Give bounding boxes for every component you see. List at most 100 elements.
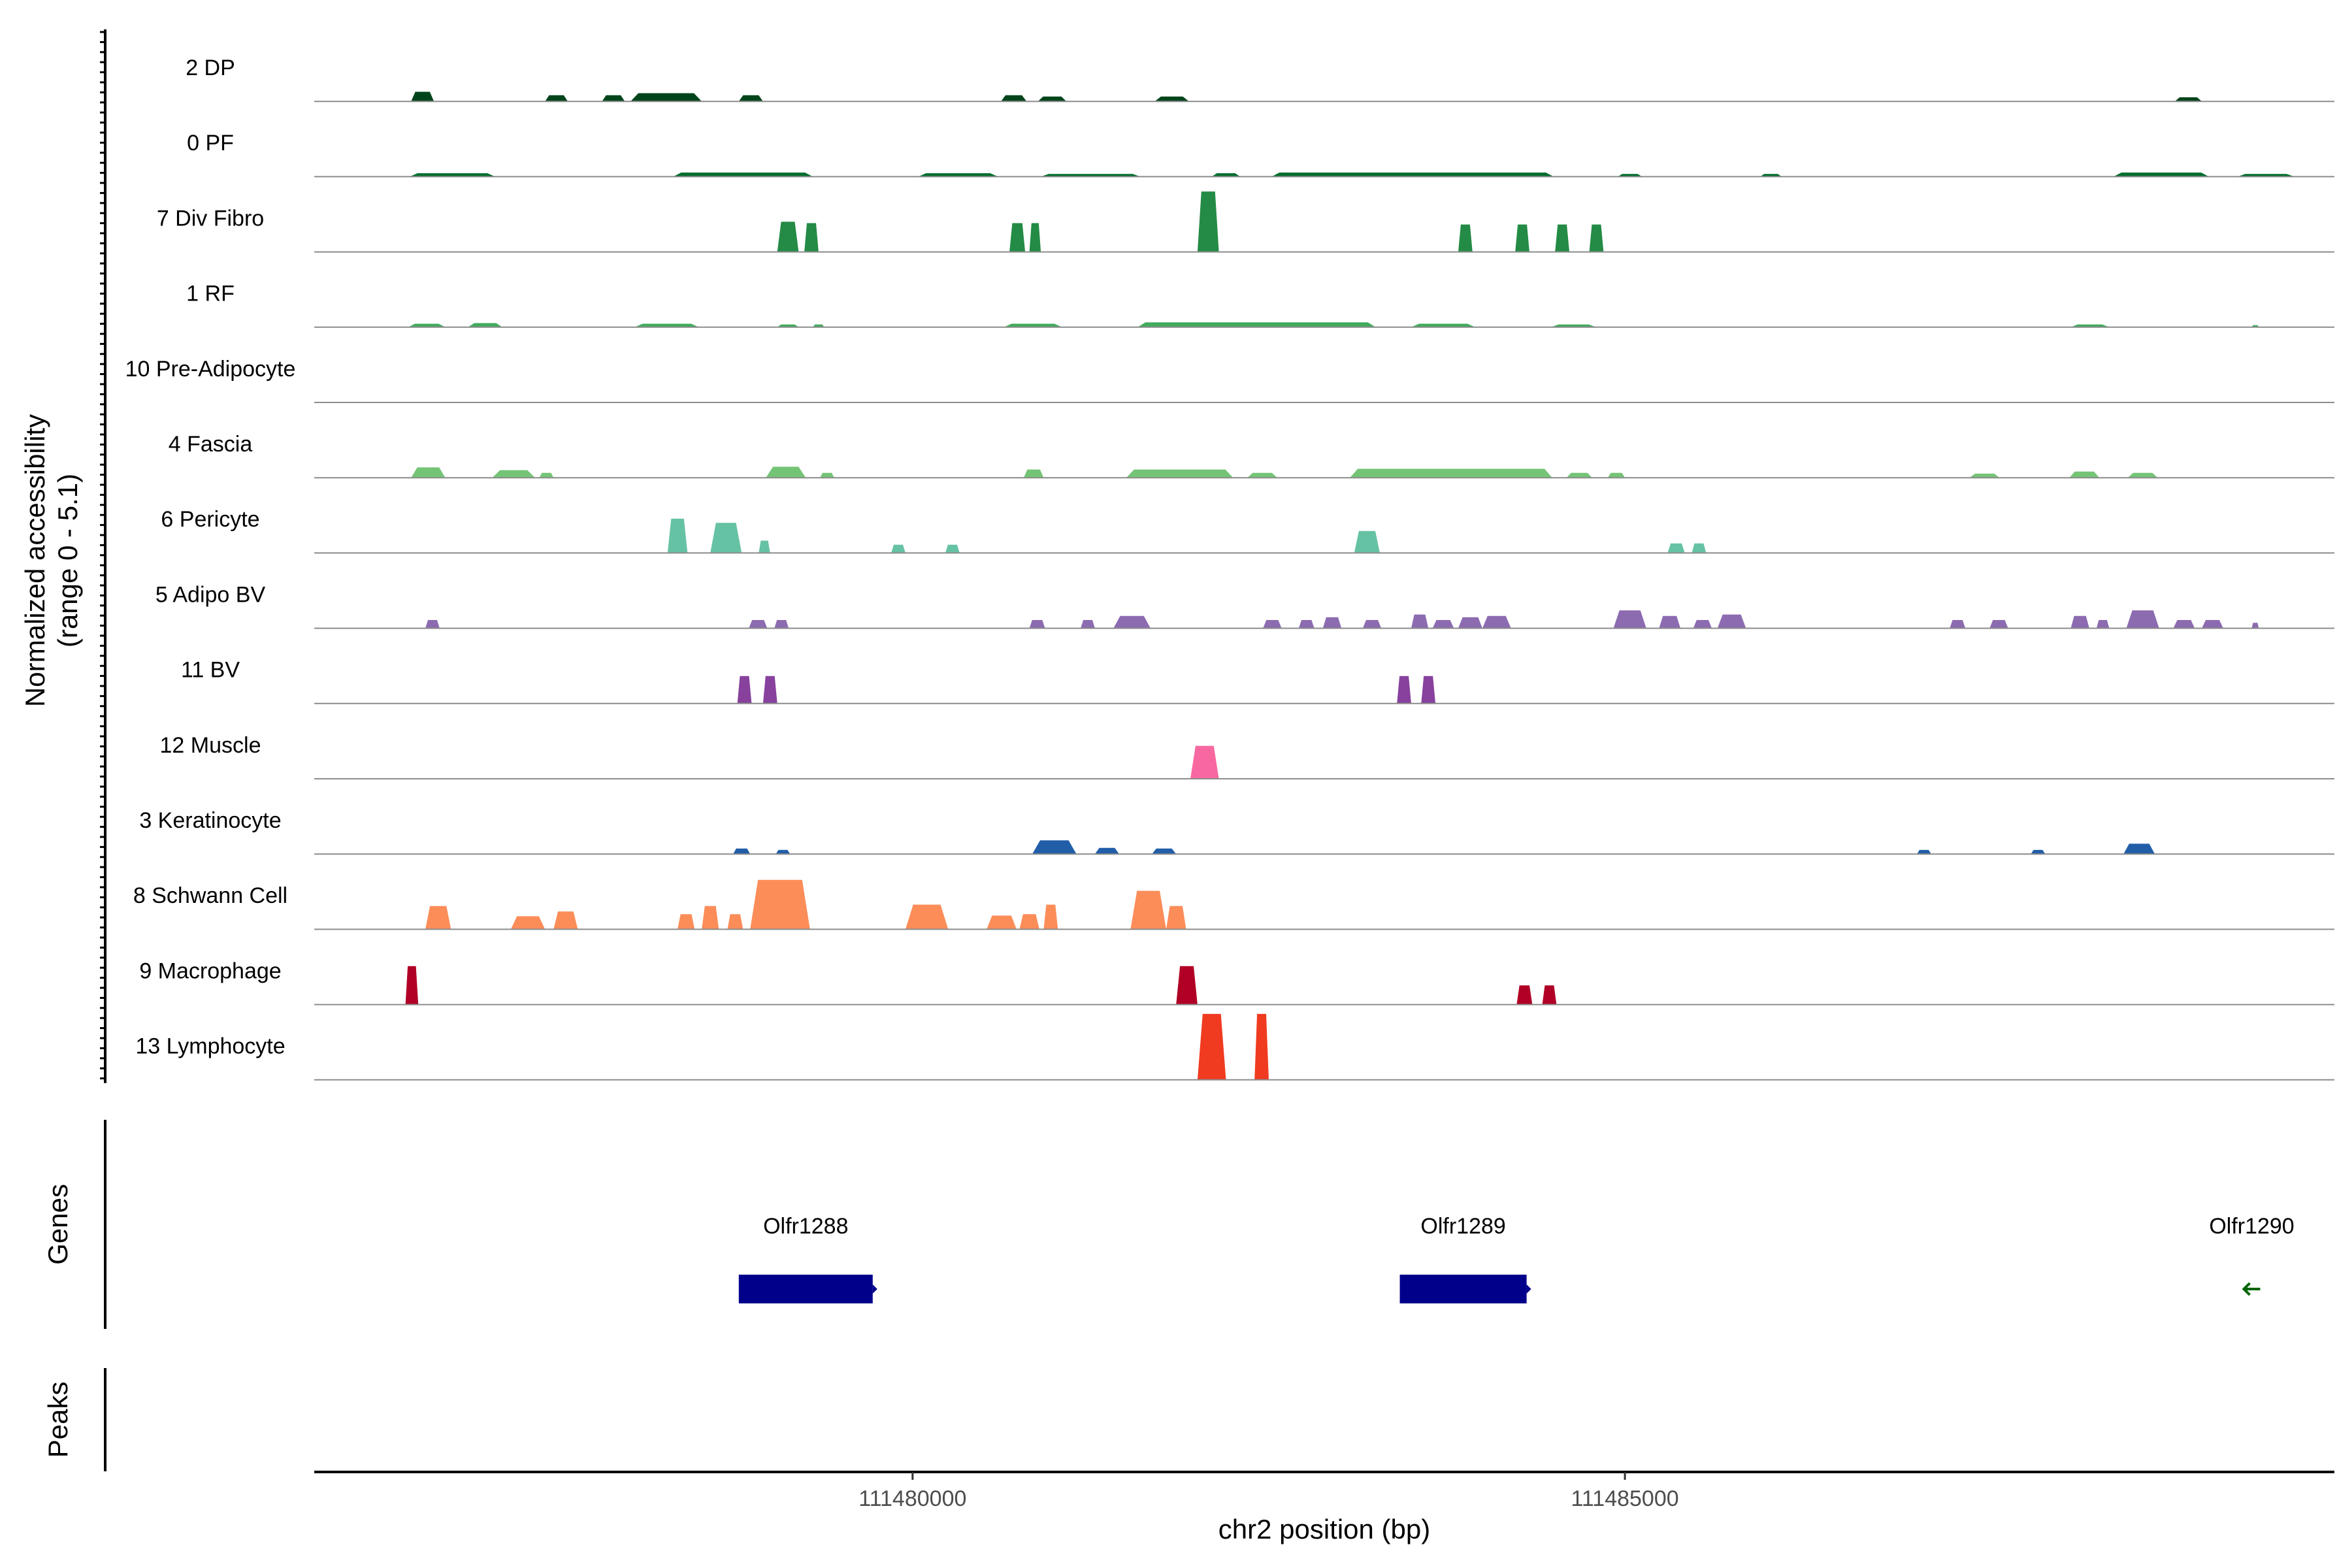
coverage-peak (820, 472, 834, 478)
coverage-peak (804, 223, 819, 252)
coverage-peak (738, 95, 763, 102)
coverage-peak (492, 470, 535, 478)
track-4-fascia: 4 Fascia (169, 432, 2334, 479)
track-9-macrophage: 9 Macrophage (139, 958, 2334, 1005)
coverage-peak (2174, 97, 2202, 102)
coverage-peak (777, 324, 799, 327)
coverage-peak (2069, 471, 2100, 478)
track-2-dp: 2 DP (186, 56, 2334, 103)
track-13-lymphocyte: 13 Lymphocyte (135, 1013, 2334, 1081)
coverage-peak (1137, 322, 1376, 327)
coverage-peak (673, 172, 813, 177)
coverage-peak (1197, 1013, 1226, 1080)
coverage-peak (1032, 840, 1077, 855)
coverage-peak (1693, 620, 1712, 629)
coverage-peak (1421, 676, 1436, 704)
coverage-peak (2031, 849, 2046, 855)
coverage-peak (1458, 617, 1482, 629)
genes-panel-title: Genes (42, 1184, 73, 1265)
track-label: 8 Schwann Cell (133, 883, 287, 908)
coverage-peak (2251, 623, 2259, 629)
gene-label: Olfr1290 (2209, 1214, 2294, 1239)
coverage-peak (539, 472, 554, 478)
coverage-peak (2173, 620, 2195, 629)
track-label: 0 PF (187, 131, 234, 155)
coverage-peak (1969, 473, 2000, 478)
coverage-peak (411, 467, 446, 478)
coverage-peak (1354, 531, 1380, 553)
coverage-peak (1566, 472, 1592, 478)
gene-body (1399, 1275, 1527, 1303)
track-label: 7 Div Fibro (157, 206, 264, 231)
coverage-peak (987, 915, 1017, 930)
coverage-peak (410, 173, 495, 177)
coverage-peak (2123, 843, 2155, 855)
coverage-peak (1298, 620, 1315, 629)
coverage-peak (1130, 890, 1166, 930)
coverage-peak (710, 523, 742, 553)
coverage-peak (1659, 615, 1681, 629)
x-axis-tick-label: 111480000 (858, 1486, 966, 1511)
x-axis-title: chr2 position (bp) (1218, 1514, 1431, 1544)
coverage-peak (1037, 96, 1067, 102)
coverage-peak (1362, 620, 1382, 629)
track-label: 4 Fascia (169, 432, 253, 457)
track-label: 1 RF (186, 282, 235, 306)
coverage-peak (1717, 614, 1746, 629)
coverage-peak (1516, 985, 1533, 1005)
coverage-peak (905, 904, 949, 930)
coverage-peak (1211, 173, 1241, 177)
peaks-panel-title: Peaks (42, 1382, 73, 1458)
coverage-peak (553, 911, 578, 930)
coverage-peak (1166, 906, 1186, 930)
x-axis-ticks: 111480000 111485000 (858, 1472, 1679, 1511)
track-5-adipo-bv: 5 Adipo BV (155, 582, 2334, 629)
track-6-pericyte: 6 Pericyte (161, 507, 2334, 554)
track-label: 10 Pre-Adipocyte (125, 357, 296, 382)
track-3-keratinocyte: 3 Keratinocyte (139, 808, 2334, 855)
coverage-peak (1029, 620, 1045, 629)
coverage-peak (749, 620, 768, 629)
coverage-peak (468, 323, 502, 327)
coverage-peak (733, 848, 751, 855)
coverage-peak (945, 544, 960, 553)
y-axis-title-line1: Normalized accessibility (20, 414, 50, 707)
coverage-peak (1411, 614, 1429, 629)
coverage-peak (545, 95, 568, 102)
coverage-peak (1613, 610, 1646, 629)
coverage-peak (510, 916, 546, 930)
coverage-peak (1029, 223, 1041, 252)
coverage-peak (1271, 172, 1554, 177)
coverage-peak (1263, 620, 1282, 629)
coverage-peak (1760, 174, 1782, 177)
track-7-div-fibro: 7 Div Fibro (157, 191, 2334, 253)
coverage-peak (1176, 966, 1198, 1005)
coverage-peak (737, 676, 752, 704)
coverage-peak (1482, 615, 1511, 629)
coverage-peak (630, 93, 702, 102)
coverage-peak (2114, 172, 2210, 177)
track-8-schwann-cell: 8 Schwann Cell (133, 879, 2334, 930)
coverage-peak (1589, 224, 1604, 252)
track-label: 3 Keratinocyte (139, 808, 281, 833)
coverage-peak (425, 906, 451, 930)
coverage-peak (1041, 174, 1141, 177)
coverage-peak (1152, 848, 1177, 855)
coverage-peak (2127, 472, 2158, 478)
track-label: 6 Pericyte (161, 507, 259, 532)
coverage-y-axis (100, 29, 106, 1083)
coverage-peak (1691, 543, 1707, 553)
coverage-peak (1023, 469, 1044, 478)
coverage-peak (2070, 615, 2089, 629)
coverage-peak (1667, 543, 1685, 553)
track-1-rf: 1 RF (186, 282, 2334, 328)
coverage-peak (667, 518, 688, 553)
coverage-peak (1081, 620, 1095, 629)
y-axis-title-line2: (range 0 - 5.1) (52, 474, 83, 647)
coverage-peak (2202, 620, 2223, 629)
coverage-peak (702, 906, 719, 930)
coverage-peak (727, 914, 743, 930)
coverage-peak (766, 466, 806, 478)
coverage-peak (1411, 323, 1476, 327)
